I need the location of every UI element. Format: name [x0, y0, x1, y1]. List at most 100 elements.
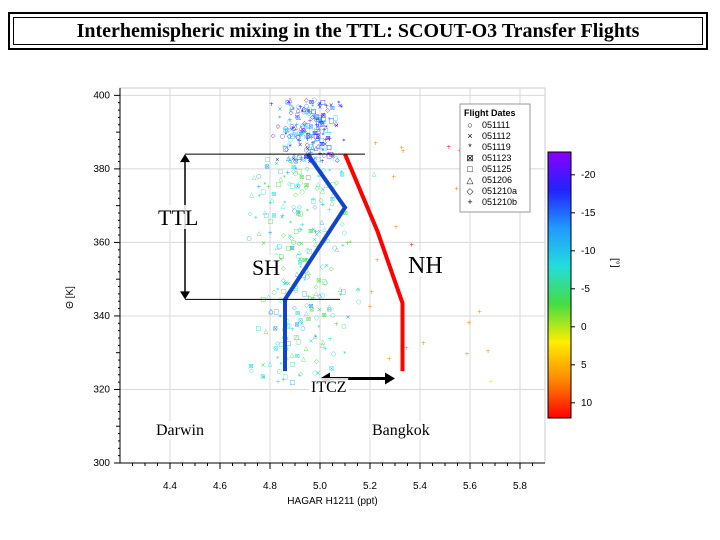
legend-entry-label: 051210b	[482, 197, 517, 207]
data-point: ⊠	[316, 133, 321, 140]
data-point: +	[394, 224, 399, 231]
data-point: +	[290, 326, 295, 333]
legend-symbol: *	[468, 142, 472, 152]
x-tick-label: 5.8	[513, 481, 527, 492]
data-point: ◇	[335, 157, 340, 164]
data-point: +	[305, 106, 310, 113]
data-point: ⊠	[302, 257, 307, 264]
data-point: ⊠	[294, 321, 299, 328]
data-point: ◇	[298, 371, 303, 378]
data-point: *	[262, 375, 265, 382]
data-point: ○	[292, 207, 297, 214]
data-point: ○	[323, 279, 328, 286]
data-point: △	[306, 269, 311, 276]
data-point: *	[342, 138, 345, 145]
data-point: ⊠	[330, 105, 335, 112]
data-point: ×	[298, 142, 303, 149]
data-point: ⊠	[317, 116, 322, 123]
legend-title: Flight Dates	[464, 108, 516, 118]
data-point: △	[313, 241, 318, 248]
sh-label-bg	[250, 255, 279, 279]
data-point: ×	[261, 362, 266, 369]
y-tick-label: 360	[93, 237, 110, 248]
nh-label: NH	[408, 253, 443, 279]
data-point: □	[286, 340, 292, 347]
data-point: +	[314, 116, 319, 123]
data-point: △	[257, 230, 262, 237]
data-point: +	[454, 186, 459, 193]
data-point: ○	[291, 131, 296, 138]
data-point: ○	[293, 170, 298, 177]
data-point: ◇	[281, 265, 286, 272]
data-point: ×	[261, 240, 266, 247]
data-point: △	[296, 154, 301, 161]
data-point: □	[316, 156, 322, 163]
data-point: △	[320, 187, 325, 194]
data-point: ×	[308, 338, 313, 345]
data-point: ×	[317, 104, 322, 111]
data-point: △	[316, 115, 321, 122]
data-point: *	[321, 132, 324, 139]
data-point: +	[334, 321, 339, 328]
data-point: ◇	[289, 235, 294, 242]
data-point: ◇	[285, 318, 290, 325]
data-point: ◇	[271, 133, 276, 140]
data-point: △	[290, 103, 295, 110]
data-point: □	[285, 323, 291, 330]
legend-symbol: ○	[467, 120, 472, 130]
data-point: ⊠	[306, 133, 311, 140]
data-point: ◇	[319, 119, 324, 126]
data-point: △	[296, 106, 301, 113]
data-point: *	[276, 355, 279, 362]
data-point: ×	[312, 155, 317, 162]
data-point: ×	[334, 122, 339, 129]
data-point: △	[314, 145, 319, 152]
data-point: ○	[305, 247, 310, 254]
data-point: □	[276, 243, 282, 250]
data-point: +	[323, 346, 328, 353]
data-point: ⊠	[330, 196, 335, 203]
title-box: Interhemispheric mixing in the TTL: SCOU…	[8, 12, 708, 50]
data-point: +	[298, 130, 303, 137]
data-point: *	[328, 168, 331, 175]
colorbar-tick-label: -5	[581, 284, 590, 295]
data-point: +	[304, 110, 309, 117]
data-point: +	[320, 113, 325, 120]
y-tick-label: 340	[93, 311, 110, 322]
data-point: +	[345, 240, 350, 247]
data-point: ○	[301, 109, 306, 116]
data-point: ⊠	[301, 127, 306, 134]
data-point: □	[286, 245, 292, 252]
nh-label-bg	[406, 251, 437, 277]
data-point: △	[296, 209, 301, 216]
data-point: *	[259, 276, 262, 283]
data-point: □	[323, 127, 329, 134]
legend-symbol: △	[467, 175, 474, 185]
data-point: *	[301, 109, 304, 116]
data-point: +	[320, 202, 325, 209]
data-point: □	[289, 182, 295, 189]
legend-symbol: □	[467, 164, 473, 174]
data-point: ×	[323, 141, 328, 148]
y-tick-label: 320	[93, 384, 110, 395]
data-point: *	[340, 169, 343, 176]
data-point: △	[321, 339, 326, 346]
data-point: ◇	[305, 141, 310, 148]
data-point: □	[283, 145, 289, 152]
data-point: ×	[282, 143, 287, 150]
data-point: ◇	[248, 211, 253, 218]
legend-symbol: ◇	[467, 186, 474, 196]
data-point: ◇	[356, 287, 361, 294]
data-point: ◇	[307, 110, 312, 117]
data-point: ◇	[287, 157, 292, 164]
data-point: ×	[329, 102, 334, 109]
data-point: ⊠	[306, 316, 311, 323]
data-point: ⊠	[304, 182, 309, 189]
data-point: ○	[256, 173, 261, 180]
data-point: ○	[312, 96, 317, 103]
data-point: ⊠	[319, 141, 324, 148]
data-point: ×	[345, 314, 350, 321]
data-point: △	[330, 200, 335, 207]
data-point: ◇	[340, 221, 345, 228]
data-point: +	[322, 127, 327, 134]
